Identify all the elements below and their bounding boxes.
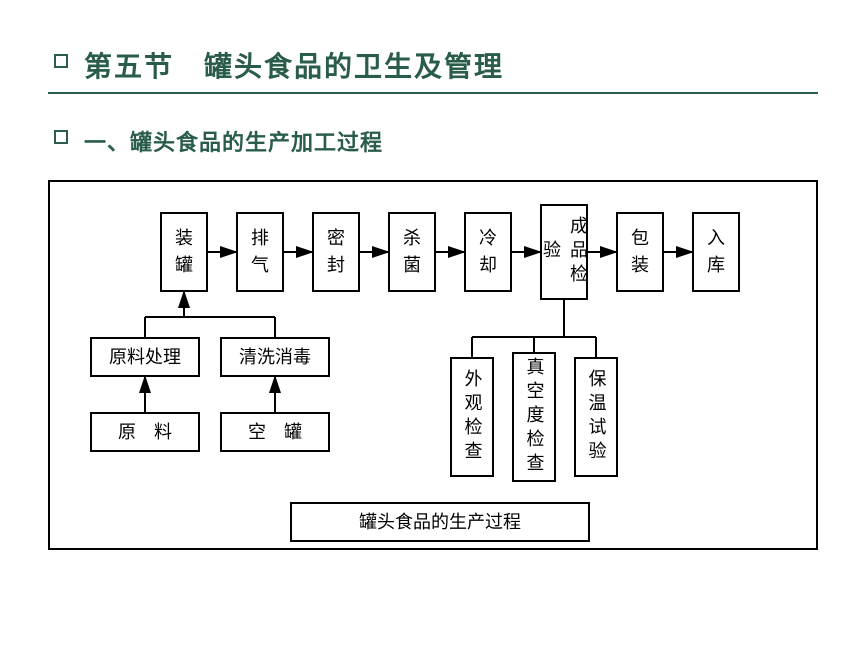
title-underline [48, 92, 818, 94]
flow-node-n8: 入 库 [692, 212, 740, 292]
flow-node-m2: 清洗消毒 [220, 337, 330, 377]
flow-node-n6: 成品检验 [540, 204, 588, 300]
flow-node-m1: 原料处理 [90, 337, 200, 377]
bullet-icon [54, 130, 68, 144]
flow-node-n2: 排 气 [236, 212, 284, 292]
page-title: 第五节 罐头食品的卫生及管理 [84, 45, 504, 85]
section-heading: 一、罐头食品的生产加工过程 [84, 125, 383, 157]
flow-node-b1: 原 料 [90, 412, 200, 452]
flow-node-n7: 包 装 [616, 212, 664, 292]
bullet-icon [54, 54, 68, 68]
flow-node-c2: 真空度检查 [512, 352, 556, 482]
flow-node-n5: 冷 却 [464, 212, 512, 292]
flow-node-n4: 杀 菌 [388, 212, 436, 292]
flowchart-container: 装 罐排 气密 封杀 菌冷 却成品检验包 装入 库原料处理清洗消毒原 料空 罐 外… [48, 180, 818, 550]
flow-node-cap: 罐头食品的生产过程 [290, 502, 590, 542]
flow-node-b2: 空 罐 [220, 412, 330, 452]
flow-node-c1: 外观检查 [450, 357, 494, 477]
flow-node-c3: 保温试验 [574, 357, 618, 477]
flow-node-n3: 密 封 [312, 212, 360, 292]
flowchart: 装 罐排 气密 封杀 菌冷 却成品检验包 装入 库原料处理清洗消毒原 料空 罐 外… [50, 182, 816, 548]
flow-node-n1: 装 罐 [160, 212, 208, 292]
